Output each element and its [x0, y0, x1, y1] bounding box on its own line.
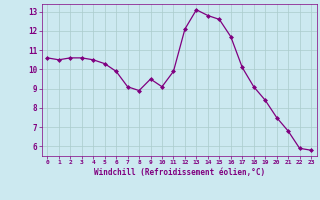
- X-axis label: Windchill (Refroidissement éolien,°C): Windchill (Refroidissement éolien,°C): [94, 168, 265, 177]
